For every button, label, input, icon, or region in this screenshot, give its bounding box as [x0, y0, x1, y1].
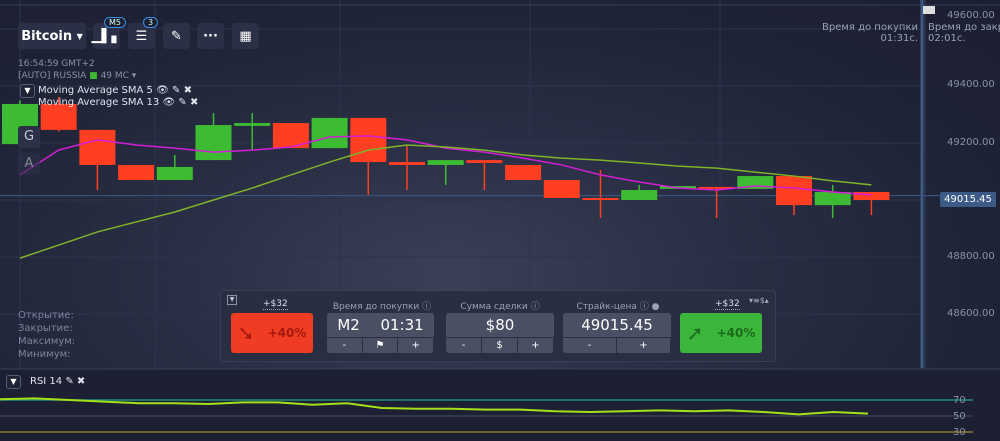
- candles-icon: ▁▌▖: [91, 28, 122, 44]
- amount-field[interactable]: $80- $ +: [446, 313, 554, 353]
- candle-body: [543, 180, 580, 199]
- buy-up-button[interactable]: ➚ +40%: [680, 313, 762, 353]
- arrow-down-right-icon: ➘: [237, 321, 255, 345]
- pencil-icon[interactable]: ✎: [178, 97, 187, 108]
- close-label: Закрытие:: [18, 323, 73, 334]
- amount-label: Сумма сделки ⓘ: [460, 302, 540, 312]
- up-payout: +$32: [715, 299, 740, 310]
- close-icon[interactable]: ✖: [76, 376, 86, 387]
- brush-icon: ✎: [171, 28, 182, 44]
- candle-body: [427, 160, 464, 165]
- expiry-flag-icon: [923, 6, 935, 14]
- rsi-line: [0, 397, 869, 416]
- rsi-tick: 70: [953, 395, 966, 406]
- open-label: Открытие:: [18, 310, 74, 321]
- price-tick: 49400.00: [947, 79, 995, 90]
- time-minus[interactable]: -: [327, 338, 363, 353]
- drawing-button[interactable]: ✎: [163, 23, 190, 49]
- rsi-tick: 30: [953, 427, 966, 438]
- indicator-sma5: Moving Average SMA 5 👁 ✎ ✖: [38, 85, 192, 96]
- sma5-line: [19, 135, 872, 196]
- amount-minus[interactable]: -: [446, 338, 482, 353]
- candle-body: [350, 117, 387, 163]
- price-tick: 48600.00: [947, 308, 995, 319]
- ping: 49 MC: [100, 71, 129, 81]
- candle-body: [737, 176, 774, 189]
- flag-icon[interactable]: ⚑: [363, 338, 399, 353]
- current-price-label: 49015.45: [940, 192, 996, 207]
- time-label: Время до покупки ⓘ: [332, 302, 432, 312]
- rsi-pane: [0, 369, 1000, 441]
- candle-body: [466, 160, 503, 163]
- candle-body: [853, 192, 890, 200]
- currency-button[interactable]: $: [482, 338, 518, 353]
- more-button[interactable]: ···: [197, 23, 224, 49]
- eye-icon[interactable]: 👁: [156, 85, 169, 96]
- trade-panel: ▼ +$32 ➘ +40% Время до покупки ⓘ M2 01:31-…: [220, 290, 776, 362]
- candle-body: [79, 129, 116, 165]
- asset-selector[interactable]: Bitcoin ▼: [18, 23, 86, 49]
- candle-body: [814, 192, 851, 206]
- strike-minus[interactable]: -: [563, 338, 617, 353]
- indicators-badge: 3: [143, 17, 159, 28]
- rsi-legend: RSI 14 ✎ ✖: [30, 376, 86, 387]
- high-label: Максимум:: [18, 336, 76, 347]
- server-info[interactable]: [AUTO] RUSSIA ■ 49 MC ▾: [18, 71, 137, 81]
- dots-icon: ···: [203, 28, 218, 44]
- candle-body: [698, 186, 735, 189]
- g-button[interactable]: G: [18, 126, 40, 148]
- pencil-icon[interactable]: ✎: [65, 376, 74, 387]
- indicators-button[interactable]: ☰ 3: [128, 17, 159, 49]
- settings-icon[interactable]: ▾≡$▴: [749, 296, 769, 305]
- asset-name: Bitcoin: [21, 28, 73, 44]
- amount-plus[interactable]: +: [518, 338, 554, 353]
- chevron-down-icon: ▼: [76, 31, 83, 41]
- indicator-sma13: Moving Average SMA 13 👁 ✎ ✖: [38, 97, 199, 108]
- buy-timer: Время до покупки 01:31c.: [821, 22, 918, 44]
- strike-plus[interactable]: +: [617, 338, 671, 353]
- candle-body: [582, 198, 619, 201]
- candle-body: [505, 164, 542, 181]
- grid-icon: ▦: [239, 28, 252, 44]
- candle-body: [156, 166, 193, 181]
- eye-icon[interactable]: 👁: [162, 97, 176, 108]
- server-name: [AUTO] RUSSIA: [18, 71, 87, 81]
- clock: 16:54:59 GMT+2: [18, 59, 95, 69]
- price-tick: 49600.00: [947, 10, 995, 21]
- candle-body: [40, 103, 77, 130]
- pencil-icon[interactable]: ✎: [172, 85, 181, 96]
- layout-button[interactable]: ▦: [232, 23, 259, 49]
- a-button[interactable]: A: [18, 153, 40, 175]
- sma13-line: [19, 144, 872, 259]
- candle-body: [195, 125, 232, 161]
- close-icon[interactable]: ✖: [189, 97, 199, 108]
- rsi-tick: 50: [953, 411, 966, 422]
- price-tick: 48800.00: [947, 251, 995, 262]
- timeframe-button[interactable]: ▁▌▖ M5: [91, 17, 126, 49]
- collapse-panel-button[interactable]: ▼: [227, 295, 237, 305]
- close-timer: Время до закр 02:01c.: [928, 22, 1000, 44]
- arrow-up-right-icon: ➚: [686, 321, 704, 345]
- candle-body: [776, 176, 812, 206]
- candle-body: [621, 190, 658, 200]
- strike-label: Страйк-цена ⓘ ●: [576, 302, 660, 312]
- down-payout: +$32: [263, 299, 288, 310]
- collapse-indicators-button[interactable]: ▼: [20, 84, 35, 98]
- candle-body: [311, 117, 348, 149]
- candle-body: [234, 123, 271, 126]
- time-field[interactable]: M2 01:31- ⚑ +: [327, 313, 435, 353]
- collapse-rsi-button[interactable]: ▼: [6, 375, 21, 389]
- strike-field[interactable]: 49015.45- +: [563, 313, 671, 353]
- close-icon[interactable]: ✖: [183, 85, 192, 96]
- time-plus[interactable]: +: [398, 338, 435, 353]
- timeframe-badge: M5: [104, 17, 126, 28]
- candle-body: [389, 162, 425, 165]
- sell-down-button[interactable]: ➘ +40%: [231, 313, 313, 353]
- low-label: Минимум:: [18, 349, 71, 360]
- sliders-icon: ☰: [135, 28, 148, 44]
- price-tick: 49200.00: [947, 137, 995, 148]
- candle-body: [118, 164, 155, 181]
